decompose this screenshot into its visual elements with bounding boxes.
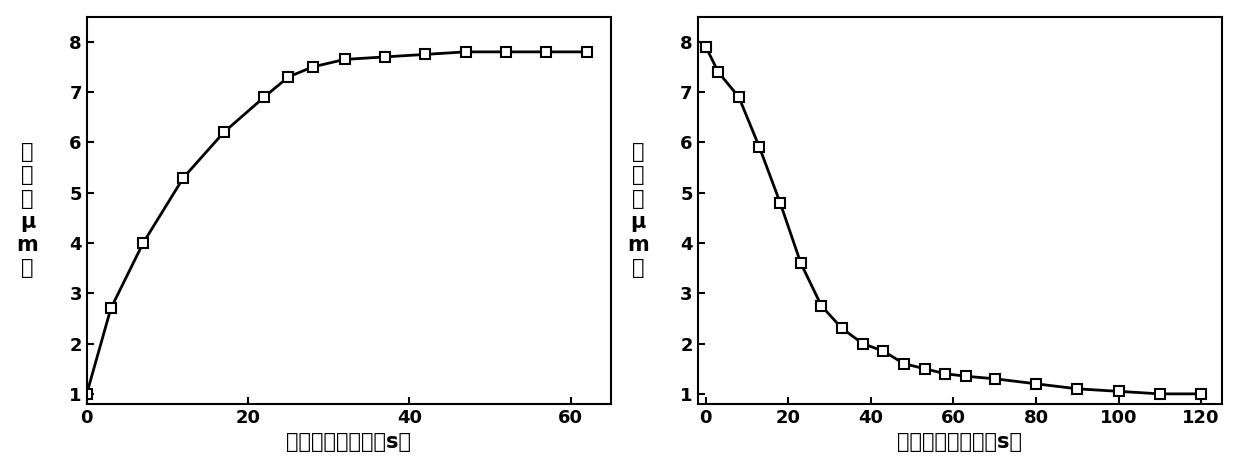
X-axis label: 激发光辐照时间（s）: 激发光辐照时间（s） [286, 432, 412, 452]
Y-axis label: 螺
距
（
μ
m
）: 螺 距 （ μ m ） [627, 142, 650, 278]
Y-axis label: 螺
距
（
μ
m
）: 螺 距 （ μ m ） [16, 142, 38, 278]
X-axis label: 激发光关闭时间（s）: 激发光关闭时间（s） [898, 432, 1022, 452]
